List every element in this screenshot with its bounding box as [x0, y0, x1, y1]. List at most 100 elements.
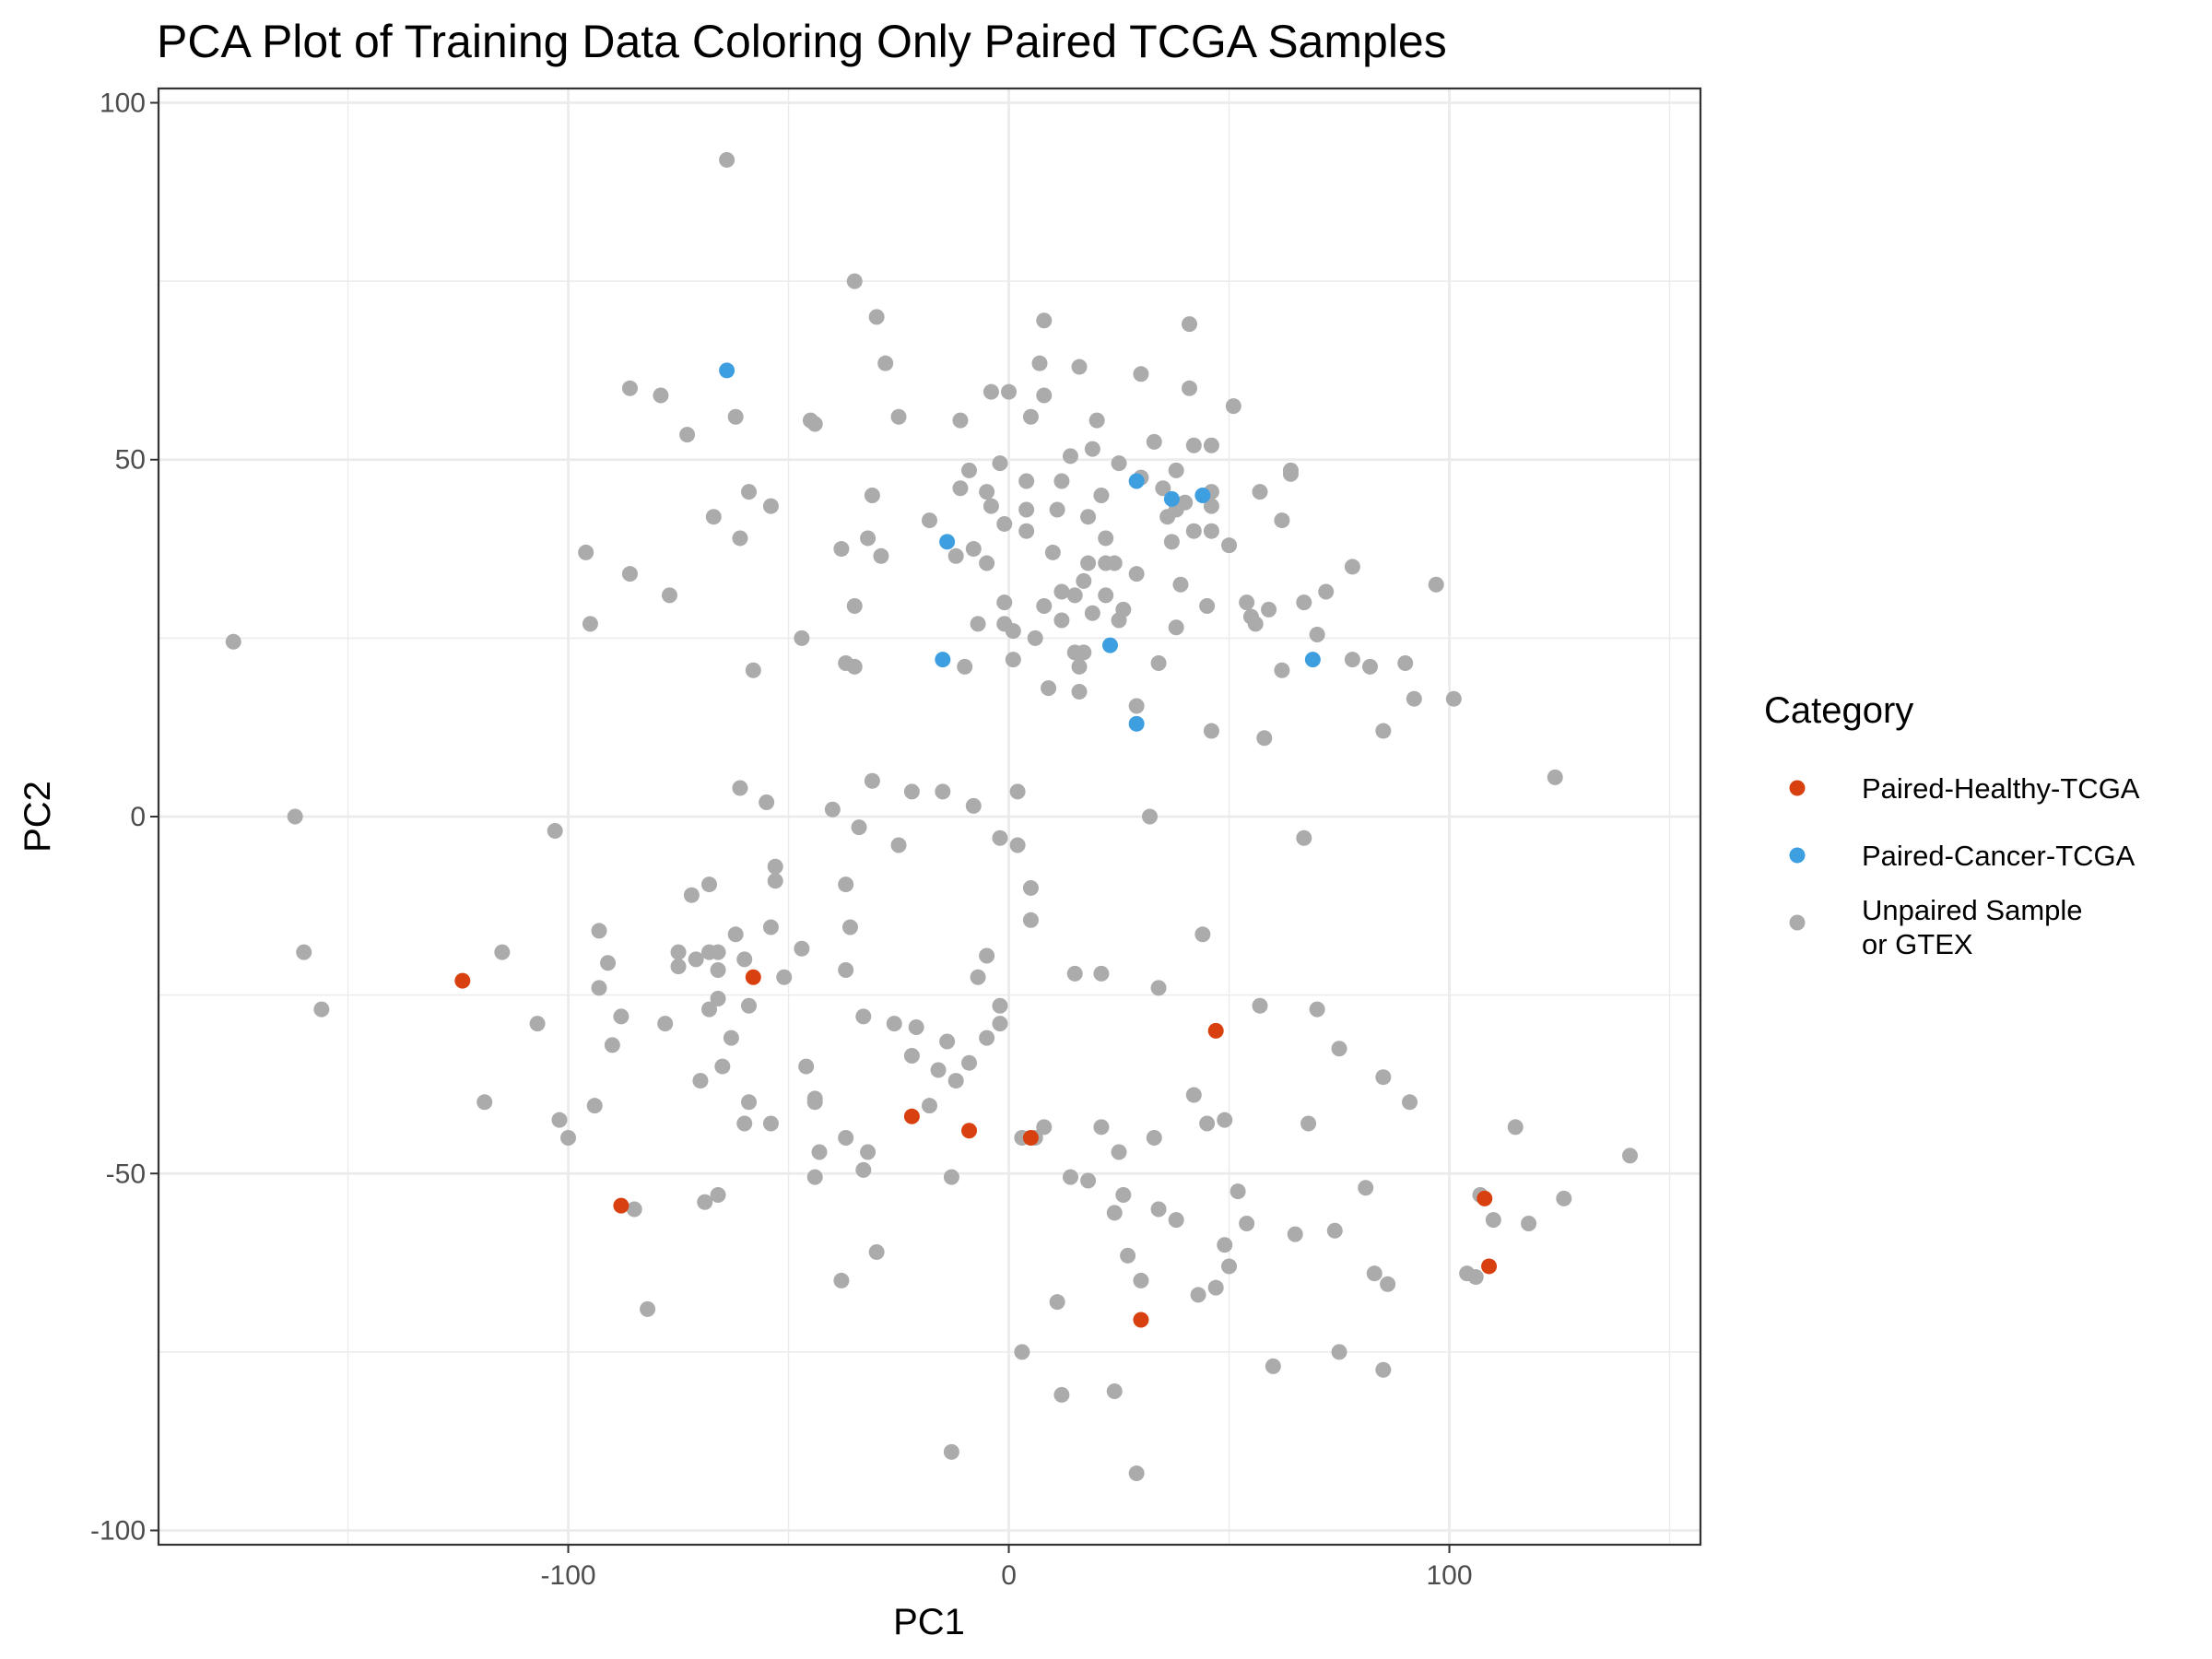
y-axis-title: PC2 [18, 781, 58, 853]
data-point [1053, 1386, 1070, 1403]
x-tick-label: 100 [1427, 1560, 1473, 1591]
data-point [947, 1073, 964, 1089]
data-point [1128, 566, 1145, 582]
data-point [1252, 484, 1268, 500]
data-point [1375, 1069, 1392, 1086]
data-point [1375, 723, 1392, 739]
data-point [1115, 1186, 1132, 1203]
data-point [846, 273, 863, 289]
data-point [1380, 1276, 1396, 1292]
data-point [1080, 555, 1097, 571]
data-point [1406, 690, 1422, 707]
data-point [719, 151, 735, 168]
y-tick-label: 50 [115, 445, 146, 476]
data-point [1066, 587, 1083, 604]
series-paired-cancer-tcga [719, 362, 1321, 732]
data-point [1041, 680, 1057, 697]
data-point [1022, 879, 1039, 896]
data-point [957, 658, 973, 675]
data-point [838, 1130, 854, 1147]
data-point [979, 555, 995, 571]
data-point [1111, 455, 1127, 472]
data-point [970, 616, 986, 632]
data-point [1106, 555, 1123, 571]
data-point [864, 487, 880, 503]
data-point [1481, 1258, 1498, 1275]
data-point [1018, 473, 1035, 489]
data-point [613, 1008, 629, 1025]
data-point [1185, 1087, 1202, 1103]
data-point [582, 616, 598, 632]
data-point [1168, 619, 1184, 636]
data-point [1093, 965, 1110, 982]
data-point [1287, 1226, 1303, 1242]
data-point [873, 547, 889, 564]
data-point [1304, 652, 1321, 668]
data-point [1521, 1215, 1537, 1231]
data-point [1172, 576, 1189, 593]
data-point [1507, 1119, 1524, 1135]
data-point [1309, 627, 1325, 642]
data-point [864, 772, 880, 789]
data-point [1005, 652, 1021, 668]
data-point [1098, 530, 1114, 547]
data-point [1344, 652, 1360, 668]
data-point [1036, 1119, 1053, 1135]
data-point [1155, 480, 1171, 497]
x-axis-title: PC1 [893, 1602, 965, 1642]
data-point [1221, 1258, 1238, 1275]
data-point [1163, 490, 1180, 507]
data-point [930, 1062, 947, 1078]
y-tick-label: -50 [106, 1159, 146, 1189]
data-point [1009, 783, 1026, 800]
data-point [661, 587, 677, 604]
data-point [1296, 594, 1312, 611]
data-point [1318, 583, 1335, 600]
data-point [982, 498, 999, 514]
data-point [1111, 1144, 1127, 1160]
legend-label: Unpaired Sample [1862, 894, 2083, 926]
data-point [1101, 637, 1118, 653]
data-point [1194, 926, 1211, 943]
data-point [626, 1201, 642, 1218]
data-point [762, 1115, 779, 1132]
data-point [868, 309, 885, 325]
data-point [806, 1094, 823, 1111]
data-point [1031, 355, 1048, 371]
data-point [657, 1016, 674, 1032]
data-point [855, 1161, 872, 1178]
data-point [1622, 1147, 1639, 1164]
data-point [1274, 662, 1290, 678]
data-point [1049, 501, 1065, 518]
data-point [961, 462, 978, 478]
data-point [886, 1016, 902, 1032]
data-point [1199, 598, 1216, 615]
data-point [1256, 730, 1273, 747]
data-point [1375, 1361, 1392, 1378]
data-point [1128, 715, 1145, 732]
data-point [1185, 437, 1202, 453]
data-point [1182, 380, 1198, 396]
data-point [939, 1033, 956, 1050]
data-point [1182, 316, 1198, 333]
data-point [1018, 501, 1035, 518]
legend-key [1789, 780, 1806, 796]
data-point [529, 1016, 546, 1032]
data-point [833, 1272, 850, 1288]
data-point [745, 662, 761, 678]
data-point [806, 1169, 823, 1185]
data-point [705, 509, 722, 525]
data-point [1207, 1279, 1224, 1296]
data-point [604, 1037, 620, 1053]
data-point [701, 1001, 717, 1018]
data-point [1009, 837, 1026, 853]
data-point [877, 355, 894, 371]
data-point [736, 951, 753, 968]
data-point [890, 408, 907, 425]
data-point [767, 858, 783, 875]
data-point [621, 566, 638, 582]
data-point [697, 1194, 713, 1210]
data-point [1265, 1358, 1281, 1374]
data-point [741, 1094, 758, 1111]
data-point [710, 944, 726, 960]
